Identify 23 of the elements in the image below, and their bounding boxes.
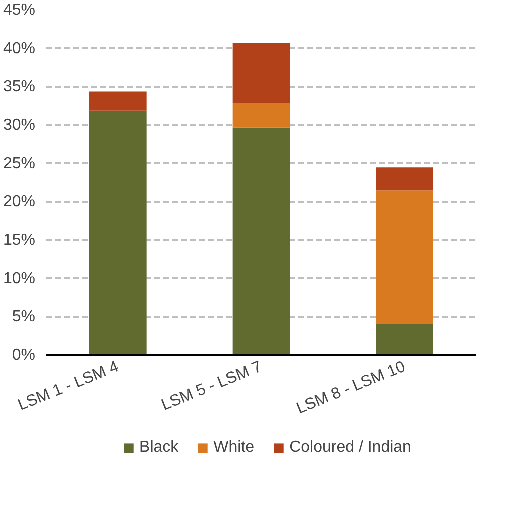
bar <box>376 168 434 191</box>
y-tick-label: 25% <box>3 155 36 172</box>
bar <box>376 190 434 324</box>
legend-label: Coloured / Indian <box>290 439 412 457</box>
bar <box>90 110 147 356</box>
y-tick-label: 40% <box>3 40 36 58</box>
x-tick-label: LSM 8 - LSM 10 <box>294 358 408 418</box>
y-tick-label: 0% <box>12 347 36 364</box>
legend-label: Black <box>140 439 179 457</box>
y-tick-label: 20% <box>3 194 36 211</box>
y-tick-label: 5% <box>12 308 36 326</box>
bar <box>90 92 147 111</box>
bar <box>232 103 290 128</box>
legend-label: White <box>214 439 255 457</box>
x-tick-label: LSM 5 - LSM 7 <box>159 358 265 414</box>
bar <box>376 324 434 356</box>
y-tick-label: 30% <box>3 117 36 134</box>
bar <box>232 128 290 356</box>
y-tick-label: 15% <box>3 232 36 249</box>
bar <box>232 43 290 104</box>
y-tick-label: 45% <box>3 2 36 19</box>
y-tick-label: 10% <box>3 270 36 288</box>
y-tick-label: 35% <box>3 78 36 96</box>
